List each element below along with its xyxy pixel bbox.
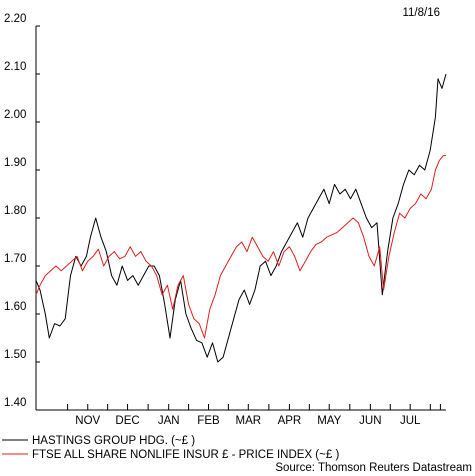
x-tick-label: MAR [236, 415, 262, 427]
x-tick-label: DEC [115, 415, 139, 427]
x-tick-label: JUL [400, 415, 421, 427]
y-tick-label: 1.40 [4, 397, 26, 409]
x-tick-label: MAY [317, 415, 341, 427]
y-tick-label: 1.50 [4, 349, 26, 361]
y-tick-label: 1.70 [4, 253, 26, 265]
x-tick-label: NOV [75, 415, 100, 427]
y-tick-label: 1.90 [4, 157, 26, 169]
y-axis: 1.40 1.50 1.60 1.70 1.80 1.90 2.00 2.10 2.20 [4, 13, 40, 411]
legend-label-ftse: FTSE ALL SHARE NONLIFE INSUR £ - PRICE I… [32, 449, 339, 461]
series-line-ftse [35, 155, 446, 339]
y-tick-label: 1.60 [4, 301, 26, 313]
y-tick-label: 2.00 [4, 109, 26, 121]
chart-date-label: 11/8/16 [402, 7, 440, 19]
x-tick-label: JAN [158, 415, 180, 427]
x-tick-label: FEB [197, 415, 220, 427]
y-tick-label: 2.20 [4, 13, 26, 25]
y-tick-label: 2.10 [4, 61, 26, 73]
x-tick-label: JUN [359, 415, 381, 427]
x-tick-label: APR [278, 415, 302, 427]
source-note: Source: Thomson Reuters Datastream [275, 462, 472, 474]
legend-label-hastings: HASTINGS GROUP HDG. (~£ ) [32, 435, 195, 447]
x-axis: NOV DEC JAN FEB MAR APR MAY JUN JUL [67, 404, 441, 427]
plot-area [35, 26, 446, 411]
legend: HASTINGS GROUP HDG. (~£ ) FTSE ALL SHARE… [2, 435, 339, 461]
series-line-hastings [35, 73, 447, 363]
y-tick-label: 1.80 [4, 205, 26, 217]
series-layer [35, 73, 447, 363]
